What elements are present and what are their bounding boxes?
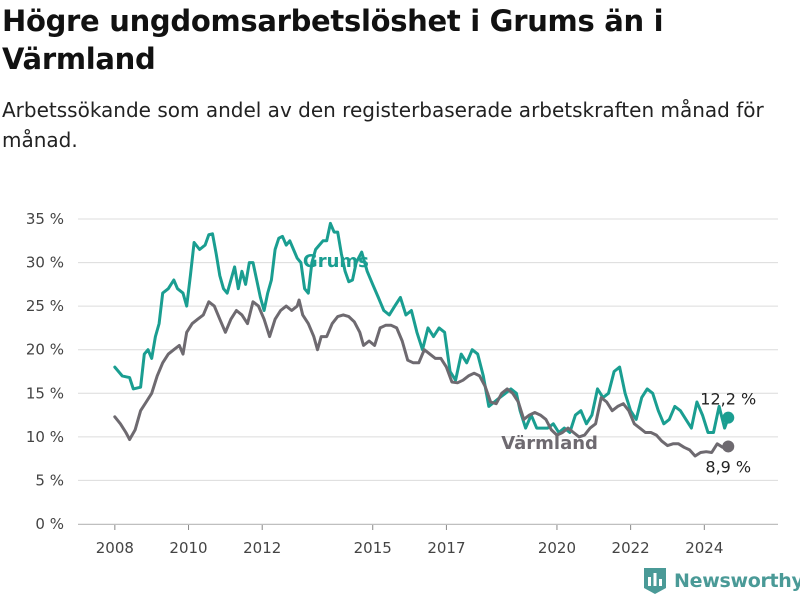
y-tick-label: 10 % [26,428,64,446]
series-end-point [722,440,735,453]
data-label: 8,9 % [705,457,751,476]
y-tick-label: 15 % [26,384,64,402]
series-lines [113,221,735,458]
chart-subtitle: Arbetssökande som andel av den registerb… [2,98,764,152]
x-tick-label: 2020 [538,539,576,557]
series-name-label: Värmland [501,433,598,454]
newsworthy-brand: Newsworthy [644,568,800,594]
series-line-v-rmland [113,298,730,458]
y-axis: 0 % 5 % 10 % 15 % 20 % 25 % 30 % 35 % [26,210,64,533]
y-tick-label: 35 % [26,210,64,228]
y-tick-label: 30 % [26,254,64,272]
y-tick-label: 20 % [26,341,64,359]
x-tick-label: 2022 [612,539,650,557]
x-tick-label: 2008 [96,539,134,557]
series-line-grums [113,221,730,434]
x-tick-label: 2012 [243,539,281,557]
x-axis: 2008 2010 2012 2015 2017 2020 2022 2024 [78,524,778,557]
gridlines [78,218,778,525]
brand-name: Newsworthy [674,570,800,592]
y-tick-label: 5 % [35,471,64,489]
series-name-label: Grums [303,251,369,272]
data-label: 12,2 % [700,390,756,409]
y-tick-label: 0 % [35,515,64,533]
bar-chart-logo-icon [644,568,666,594]
x-tick-label: 2024 [685,539,723,557]
y-tick-label: 25 % [26,297,64,315]
series-labels: Grums Värmland 12,2 % 8,9 % [303,251,756,477]
chart-title: Högre ungdomsarbetslöshet i Grums än i V… [2,4,664,76]
series-end-point [722,411,735,424]
x-tick-label: 2010 [169,539,207,557]
x-tick-label: 2015 [354,539,392,557]
x-tick-label: 2017 [427,539,465,557]
